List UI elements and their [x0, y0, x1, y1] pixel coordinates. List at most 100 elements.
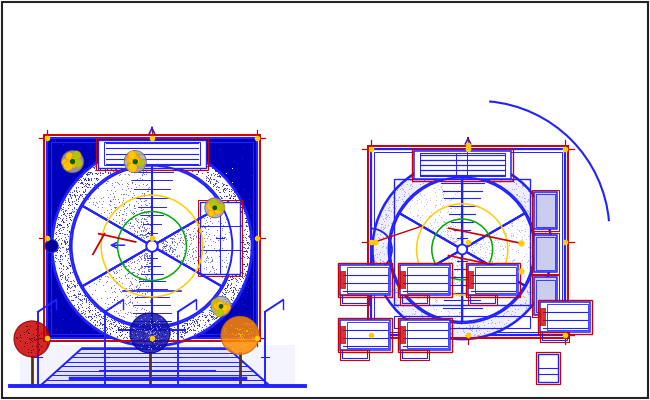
Bar: [407, 267, 448, 293]
Bar: [419, 153, 456, 176]
Bar: [400, 295, 429, 305]
Bar: [200, 250, 220, 274]
Circle shape: [211, 296, 231, 316]
Circle shape: [66, 154, 77, 164]
Bar: [419, 153, 505, 176]
Circle shape: [214, 207, 222, 214]
Bar: [414, 151, 511, 179]
Circle shape: [219, 304, 223, 308]
Circle shape: [62, 150, 84, 173]
Bar: [547, 304, 588, 330]
Bar: [20, 345, 295, 386]
Circle shape: [215, 308, 224, 317]
Bar: [340, 295, 369, 305]
Circle shape: [211, 205, 218, 212]
Bar: [342, 295, 367, 303]
Bar: [542, 332, 567, 340]
Bar: [395, 179, 530, 305]
Bar: [340, 265, 390, 295]
Bar: [395, 316, 530, 328]
Bar: [402, 350, 427, 358]
Circle shape: [208, 210, 214, 217]
Circle shape: [45, 240, 58, 252]
Bar: [534, 234, 557, 272]
Circle shape: [127, 162, 135, 168]
Bar: [342, 350, 367, 358]
Circle shape: [52, 146, 252, 346]
Bar: [398, 263, 452, 297]
Circle shape: [128, 163, 137, 172]
Bar: [104, 142, 200, 166]
Bar: [398, 318, 452, 352]
Bar: [371, 149, 565, 335]
Bar: [338, 263, 392, 297]
Bar: [402, 295, 427, 303]
Bar: [400, 326, 406, 344]
Bar: [407, 322, 448, 348]
Bar: [220, 202, 240, 226]
Bar: [220, 226, 240, 250]
Bar: [532, 275, 559, 317]
Bar: [536, 194, 555, 227]
Circle shape: [70, 164, 234, 328]
Circle shape: [389, 176, 536, 323]
Circle shape: [218, 204, 225, 211]
Circle shape: [70, 160, 75, 164]
Circle shape: [62, 159, 69, 166]
Bar: [538, 354, 558, 382]
Bar: [47, 138, 257, 338]
Bar: [340, 271, 346, 289]
Circle shape: [214, 302, 222, 310]
Circle shape: [130, 152, 139, 161]
Circle shape: [457, 244, 467, 254]
Circle shape: [128, 151, 136, 159]
Circle shape: [124, 150, 146, 173]
Bar: [200, 202, 240, 274]
Bar: [44, 134, 259, 342]
Bar: [534, 192, 557, 229]
Circle shape: [68, 160, 77, 168]
Circle shape: [220, 303, 229, 312]
Bar: [368, 146, 568, 338]
Circle shape: [146, 240, 158, 252]
Circle shape: [213, 206, 216, 210]
Circle shape: [205, 198, 225, 218]
Bar: [200, 226, 220, 250]
Bar: [338, 318, 392, 352]
Bar: [400, 320, 450, 350]
Bar: [220, 250, 240, 274]
Bar: [536, 237, 555, 270]
Bar: [400, 265, 450, 295]
Bar: [51, 142, 253, 334]
Bar: [470, 295, 495, 303]
Bar: [96, 138, 209, 170]
Circle shape: [133, 160, 138, 164]
Circle shape: [214, 303, 224, 312]
Bar: [536, 280, 555, 312]
Bar: [540, 302, 590, 332]
Circle shape: [207, 202, 215, 210]
Circle shape: [209, 199, 218, 208]
Circle shape: [14, 321, 50, 357]
Circle shape: [68, 157, 77, 167]
Bar: [98, 140, 206, 168]
Circle shape: [66, 152, 73, 160]
Circle shape: [64, 161, 73, 170]
Bar: [468, 295, 497, 305]
Circle shape: [128, 153, 138, 164]
Circle shape: [212, 202, 221, 212]
Bar: [466, 263, 520, 297]
Circle shape: [213, 202, 221, 210]
Bar: [411, 149, 513, 181]
Circle shape: [73, 158, 83, 168]
Bar: [532, 190, 559, 231]
Bar: [200, 202, 220, 226]
Bar: [340, 320, 390, 350]
Bar: [540, 332, 569, 342]
Bar: [374, 152, 562, 332]
Circle shape: [372, 160, 552, 339]
Circle shape: [130, 313, 170, 353]
Circle shape: [211, 299, 221, 309]
Bar: [538, 300, 592, 334]
Bar: [468, 265, 518, 295]
